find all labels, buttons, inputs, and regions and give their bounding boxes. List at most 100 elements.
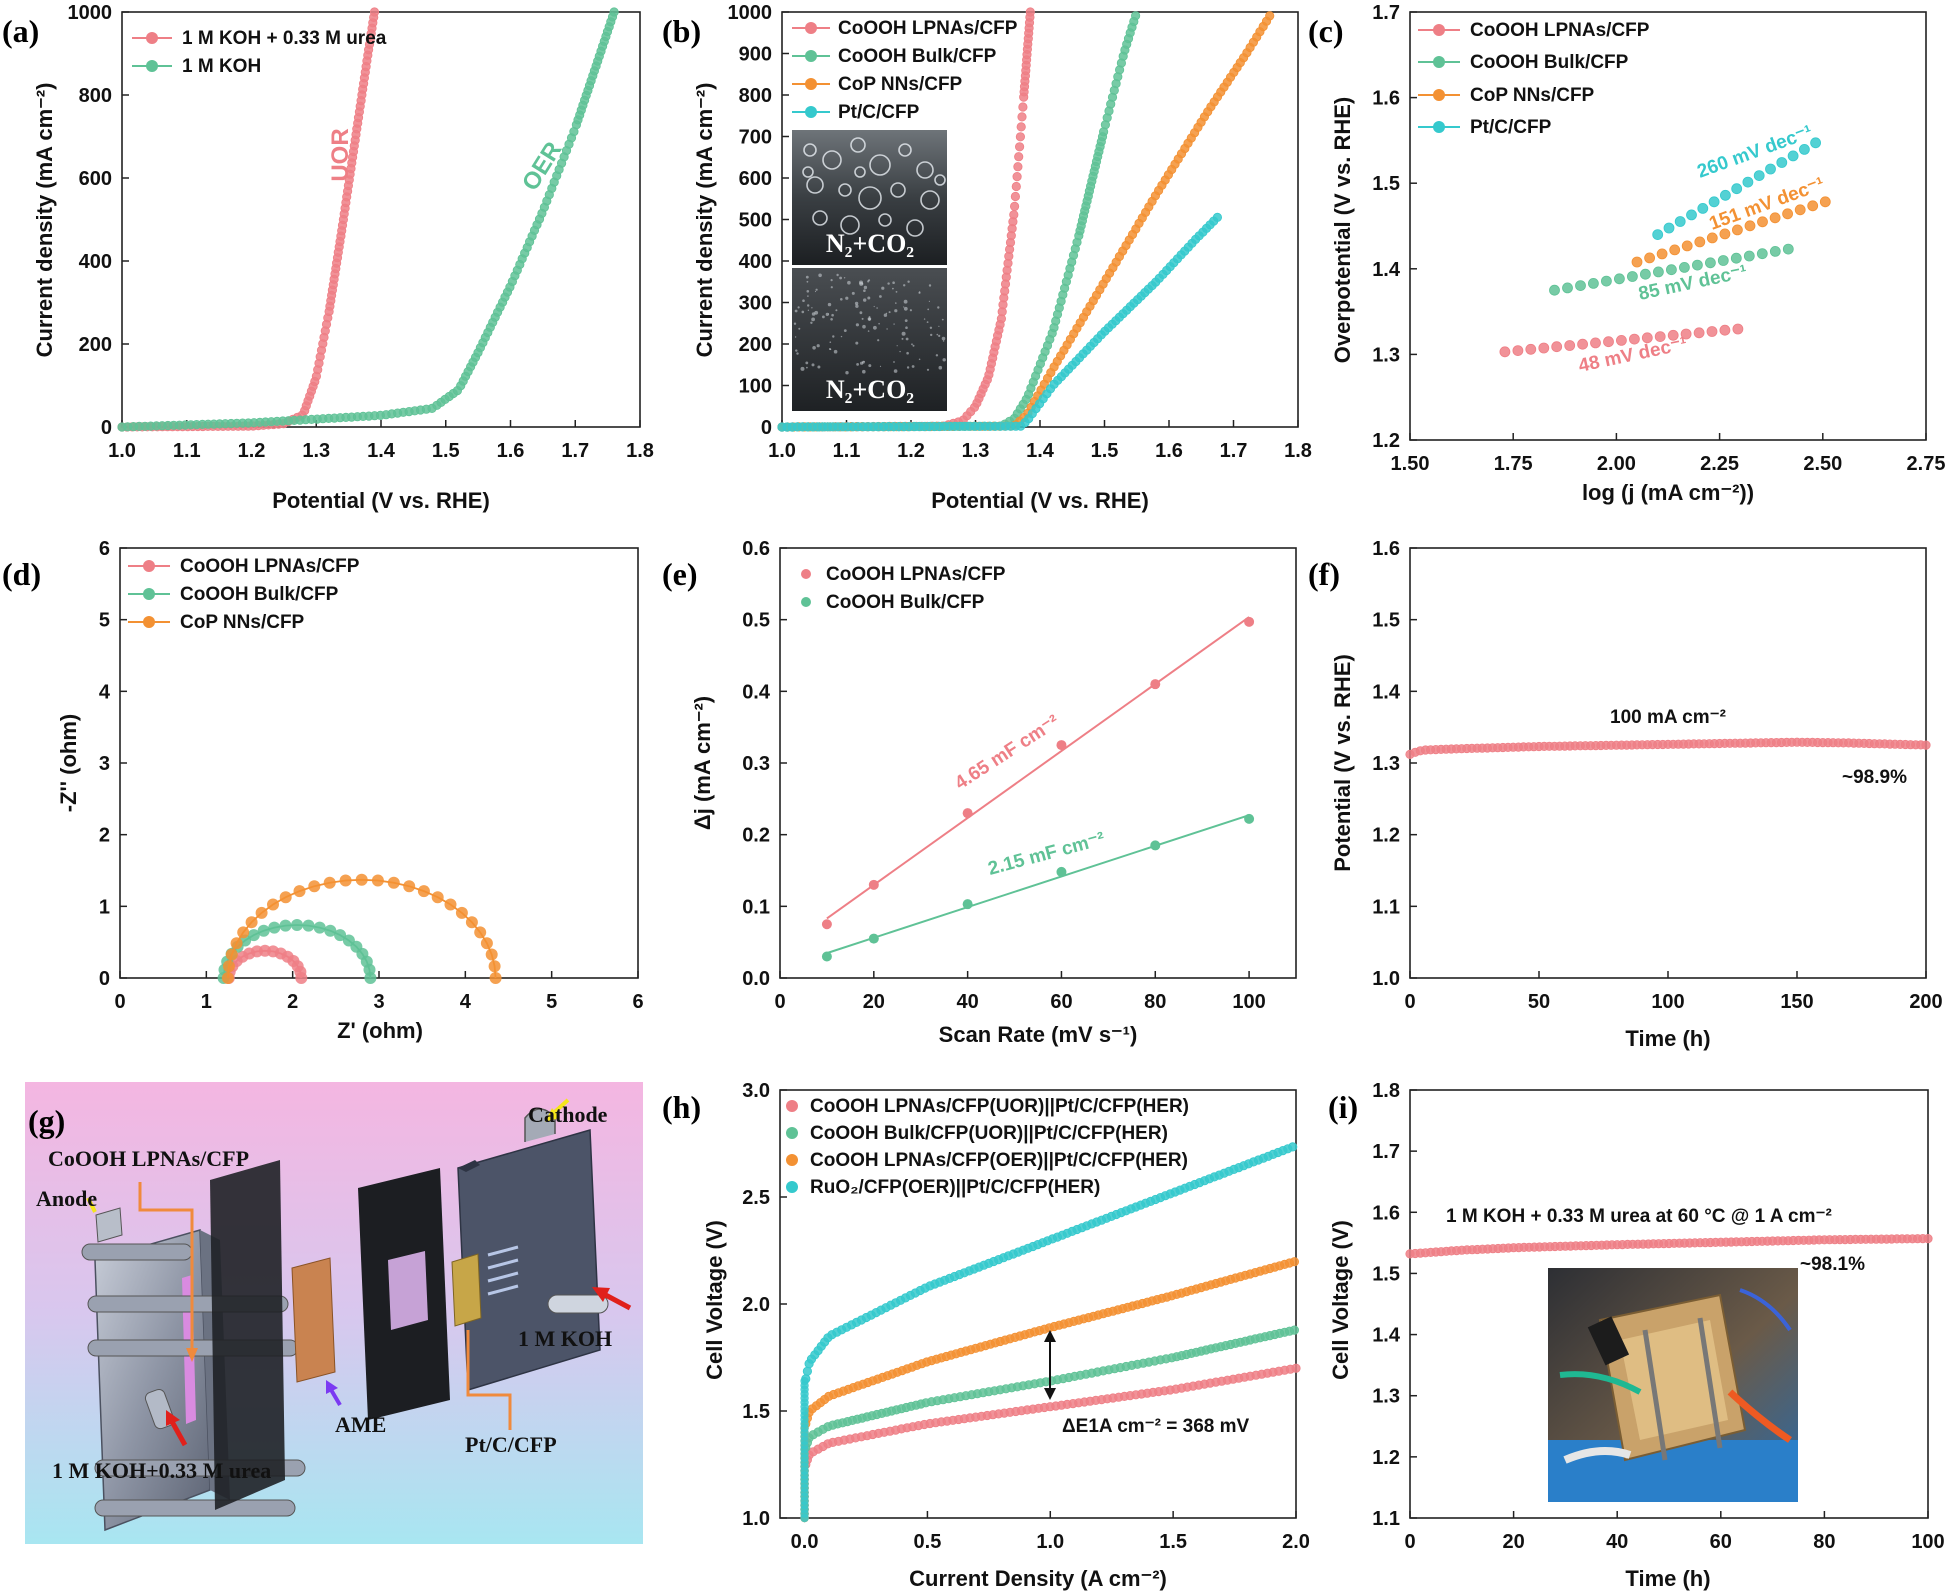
legend-entry: CoOOH LPNAs/CFP(UOR)||Pt/C/CFP(HER) xyxy=(810,1096,1189,1117)
legend-marker xyxy=(143,588,155,600)
x-tick-label: 1.5 xyxy=(432,440,460,462)
data-point xyxy=(868,879,879,890)
data-point xyxy=(1627,271,1638,282)
speckle xyxy=(885,312,888,315)
x-tick-label: 1 xyxy=(201,991,212,1013)
y-tick-label: 1.1 xyxy=(1372,1508,1400,1530)
y-tick-label: 1.2 xyxy=(1372,430,1400,452)
rod xyxy=(94,1499,296,1517)
speckle xyxy=(899,350,901,353)
y-tick-label: 1.1 xyxy=(1372,896,1400,918)
legend-entry: CoOOH LPNAs/CFP xyxy=(180,556,360,577)
bubble xyxy=(850,137,866,153)
panel-i-xlabel: Time (h) xyxy=(1625,1566,1710,1591)
cathode-catalyst xyxy=(451,1253,482,1327)
data-point xyxy=(1512,345,1524,357)
x-tick-label: 200 xyxy=(1909,991,1942,1013)
device-photo xyxy=(1548,1268,1798,1502)
photo-clip xyxy=(1587,1316,1630,1366)
photo-wire xyxy=(1739,1288,1792,1332)
arrowhead-up xyxy=(1044,1330,1056,1342)
speckle xyxy=(879,295,882,298)
speckle xyxy=(860,361,864,365)
koh-label: 1 M KOH xyxy=(518,1326,612,1351)
x-tick-label: 0 xyxy=(1404,1531,1415,1553)
series-CoOOH Bulk/CFP xyxy=(1549,243,1794,296)
urea-label: 1 M KOH+0.33 M urea xyxy=(52,1458,271,1483)
speckle xyxy=(883,313,888,317)
data-point xyxy=(1644,252,1655,264)
x-tick-label: 80 xyxy=(1144,991,1166,1013)
retention-i: ~98.1% xyxy=(1800,1254,1865,1275)
speckle xyxy=(923,318,926,320)
panel-d-xlabel: Z' (ohm) xyxy=(337,1018,423,1043)
speckle xyxy=(810,321,813,324)
panel-h: (h) 0.0 0.5 1.0 1.5 2.0 1.0 1.5 2.0 2.5 3.0 Curr… xyxy=(662,1080,1310,1591)
speckle xyxy=(895,302,897,304)
data-point xyxy=(1289,1325,1300,1335)
panel-b-xlabel: Potential (V vs. RHE) xyxy=(931,488,1149,513)
speckle xyxy=(833,349,838,354)
y-tick-label: 500 xyxy=(739,210,772,232)
data-point xyxy=(237,926,250,939)
data-point xyxy=(1009,201,1020,211)
speckle xyxy=(859,280,863,285)
legend-entry: CoOOH Bulk/CFP xyxy=(1470,52,1629,73)
legend-entry: CoOOH LPNAs/CFP xyxy=(1470,20,1650,41)
x-tick-label: 0 xyxy=(114,991,125,1013)
bubble xyxy=(802,166,814,178)
x-tick-label: 1.0 xyxy=(1036,1531,1064,1553)
speckle xyxy=(911,343,913,346)
y-tick-label: 1.5 xyxy=(1372,173,1400,195)
speckle xyxy=(935,354,939,357)
data-point xyxy=(1017,112,1027,122)
data-point xyxy=(1244,813,1255,824)
y-tick-label: 1.6 xyxy=(1372,538,1400,560)
legend-marker xyxy=(786,1181,798,1193)
speckle xyxy=(862,324,866,329)
data-point xyxy=(1719,324,1731,336)
legend-entry: CoOOH LPNAs/CFP(OER)||Pt/C/CFP(HER) xyxy=(810,1150,1188,1171)
legend-marker xyxy=(801,569,811,579)
speckle xyxy=(901,331,906,336)
data-point xyxy=(1708,196,1720,208)
x-tick-label: 100 xyxy=(1911,1531,1944,1553)
speckle xyxy=(806,280,809,283)
data-point xyxy=(1012,172,1022,182)
panel-c-yticks: 1.2 1.3 1.4 1.5 1.6 1.7 xyxy=(1372,2,1417,452)
speckle xyxy=(817,365,821,369)
speckle xyxy=(877,339,880,342)
speckle xyxy=(828,348,831,350)
data-point xyxy=(1603,336,1614,348)
speckle xyxy=(926,321,929,323)
speckle xyxy=(845,371,849,375)
panel-d-xticks: 0 1 2 3 4 5 6 xyxy=(114,971,644,1013)
speckle xyxy=(881,286,885,290)
data-point xyxy=(1720,189,1731,201)
speckle xyxy=(901,337,904,340)
cathode-cell xyxy=(451,1108,609,1391)
legend-entry: 1 M KOH + 0.33 M urea xyxy=(182,28,387,49)
ame-membrane xyxy=(291,1257,336,1383)
x-tick-label: 2 xyxy=(287,991,298,1013)
y-tick-label: 800 xyxy=(79,85,112,107)
data-point xyxy=(1015,132,1026,142)
data-point xyxy=(324,924,337,937)
x-tick-label: 1.75 xyxy=(1494,453,1533,475)
x-tick-label: 1.8 xyxy=(626,440,654,462)
data-point xyxy=(431,891,444,904)
speckle xyxy=(905,337,909,341)
legend-marker xyxy=(786,1127,798,1139)
x-tick-label: 1.6 xyxy=(497,440,525,462)
cathode-plate-edge xyxy=(458,1160,480,1172)
data-point xyxy=(222,960,235,973)
data-point xyxy=(1575,280,1586,292)
panel-c-xticks: 1.50 1.75 2.00 2.25 2.50 2.75 xyxy=(1391,433,1945,475)
speckle xyxy=(938,334,941,337)
speckle xyxy=(903,299,908,304)
data-point xyxy=(1769,212,1781,224)
delta-e-marker xyxy=(1044,1330,1056,1400)
photo-inset-bottom: N₂+CO₂ xyxy=(792,268,947,411)
data-point xyxy=(339,874,352,887)
panel-a-xlabel: Potential (V vs. RHE) xyxy=(272,488,490,513)
